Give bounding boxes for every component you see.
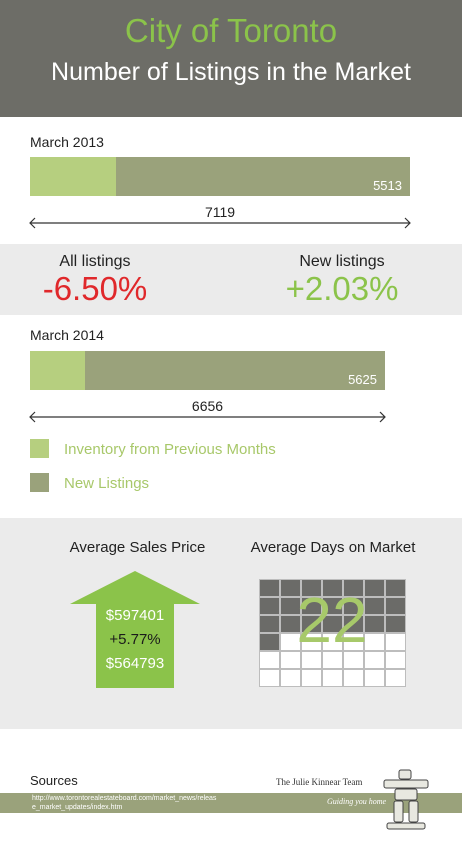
up-arrow-icon xyxy=(70,571,200,688)
calendar-day-empty xyxy=(364,633,385,651)
change-band xyxy=(0,244,462,315)
calendar-day-filled xyxy=(301,615,322,633)
calendar-day-empty xyxy=(259,651,280,669)
calendar-day-filled xyxy=(385,597,406,615)
bar-2014-total: 6656 xyxy=(191,398,224,414)
calendar-day-filled xyxy=(343,579,364,597)
calendar-day-empty xyxy=(322,633,343,651)
bar-2014-new-listings xyxy=(30,351,385,390)
calendar-day-filled xyxy=(259,597,280,615)
avg-days-title: Average Days on Market xyxy=(250,539,416,556)
legend-label-previous: Inventory from Previous Months xyxy=(64,441,276,458)
calendar-day-empty xyxy=(322,669,343,687)
calendar-day-filled xyxy=(322,597,343,615)
calendar-day-empty xyxy=(364,669,385,687)
sources-label: Sources xyxy=(30,773,78,788)
legend-swatch-previous xyxy=(30,439,49,458)
calendar-day-filled xyxy=(385,579,406,597)
avg-price-title: Average Sales Price xyxy=(69,539,206,556)
calendar-day-empty xyxy=(301,669,322,687)
range-arrow-line xyxy=(29,217,411,229)
all-listings-label: All listings xyxy=(59,253,131,270)
header-banner xyxy=(0,0,462,117)
inukshuk-logo-icon xyxy=(383,769,429,830)
bar-2014-new-value: 5625 xyxy=(348,372,377,387)
calendar-day-filled xyxy=(259,615,280,633)
calendar-day-empty xyxy=(343,633,364,651)
calendar-day-filled xyxy=(280,579,301,597)
calendar-day-filled xyxy=(364,579,385,597)
source-link[interactable]: http://www.torontorealestateboard.com/ma… xyxy=(32,795,217,811)
avg-price-change: +5.77% xyxy=(109,631,161,648)
calendar-day-filled xyxy=(259,579,280,597)
range-arrow-line xyxy=(29,411,386,423)
calendar-day-empty xyxy=(280,633,301,651)
chart-2014-title: March 2014 xyxy=(30,327,104,343)
bar-2013-new-value: 5513 xyxy=(373,178,402,193)
city-title: City of Toronto xyxy=(124,12,338,49)
calendar-day-empty xyxy=(301,633,322,651)
calendar-day-filled xyxy=(364,615,385,633)
page-title: Number of Listings in the Market xyxy=(51,58,411,86)
calendar-day-filled xyxy=(322,615,343,633)
calendar-day-filled xyxy=(280,615,301,633)
calendar-day-filled xyxy=(259,633,280,651)
calendar-day-filled xyxy=(322,579,343,597)
calendar-day-empty xyxy=(259,669,280,687)
calendar-day-filled xyxy=(301,597,322,615)
logo-tagline: Guiding you home xyxy=(327,797,387,806)
calendar-day-empty xyxy=(322,651,343,669)
new-listings-label: New listings xyxy=(299,253,385,270)
logo-name: The Julie Kinnear Team xyxy=(276,777,363,787)
calendar-day-empty xyxy=(385,651,406,669)
sources-bar xyxy=(0,793,462,813)
new-listings-change: +2.03% xyxy=(285,270,399,307)
avg-price-2014: $597401 xyxy=(105,607,165,624)
bar-2013-previous-inventory xyxy=(30,157,116,196)
range-arrow-2014 xyxy=(29,411,386,423)
calendar-day-filled xyxy=(385,615,406,633)
legend-swatch-new xyxy=(30,473,49,492)
calendar-day-empty xyxy=(280,651,301,669)
calendar-day-filled xyxy=(343,597,364,615)
calendar-day-empty xyxy=(280,669,301,687)
calendar-day-empty xyxy=(343,651,364,669)
calendar-day-filled xyxy=(364,597,385,615)
avg-price-2013: $564793 xyxy=(105,655,165,672)
range-arrow-2013 xyxy=(29,217,411,229)
calendar-day-filled xyxy=(301,579,322,597)
bar-2013-total: 7119 xyxy=(204,204,236,220)
calendar-day-empty xyxy=(385,633,406,651)
calendar-day-empty xyxy=(301,651,322,669)
chart-2013-title: March 2013 xyxy=(30,134,104,150)
legend-label-new: New Listings xyxy=(64,475,150,492)
calendar-day-empty xyxy=(343,669,364,687)
calendar-day-filled xyxy=(280,597,301,615)
bar-2014-previous-inventory xyxy=(30,351,85,390)
calendar-day-empty xyxy=(364,651,385,669)
calendar-day-filled xyxy=(343,615,364,633)
calendar-day-empty xyxy=(385,669,406,687)
all-listings-change: -6.50% xyxy=(42,270,148,307)
avg-days-value: 22 xyxy=(296,584,368,656)
calendar-icon xyxy=(259,579,406,687)
